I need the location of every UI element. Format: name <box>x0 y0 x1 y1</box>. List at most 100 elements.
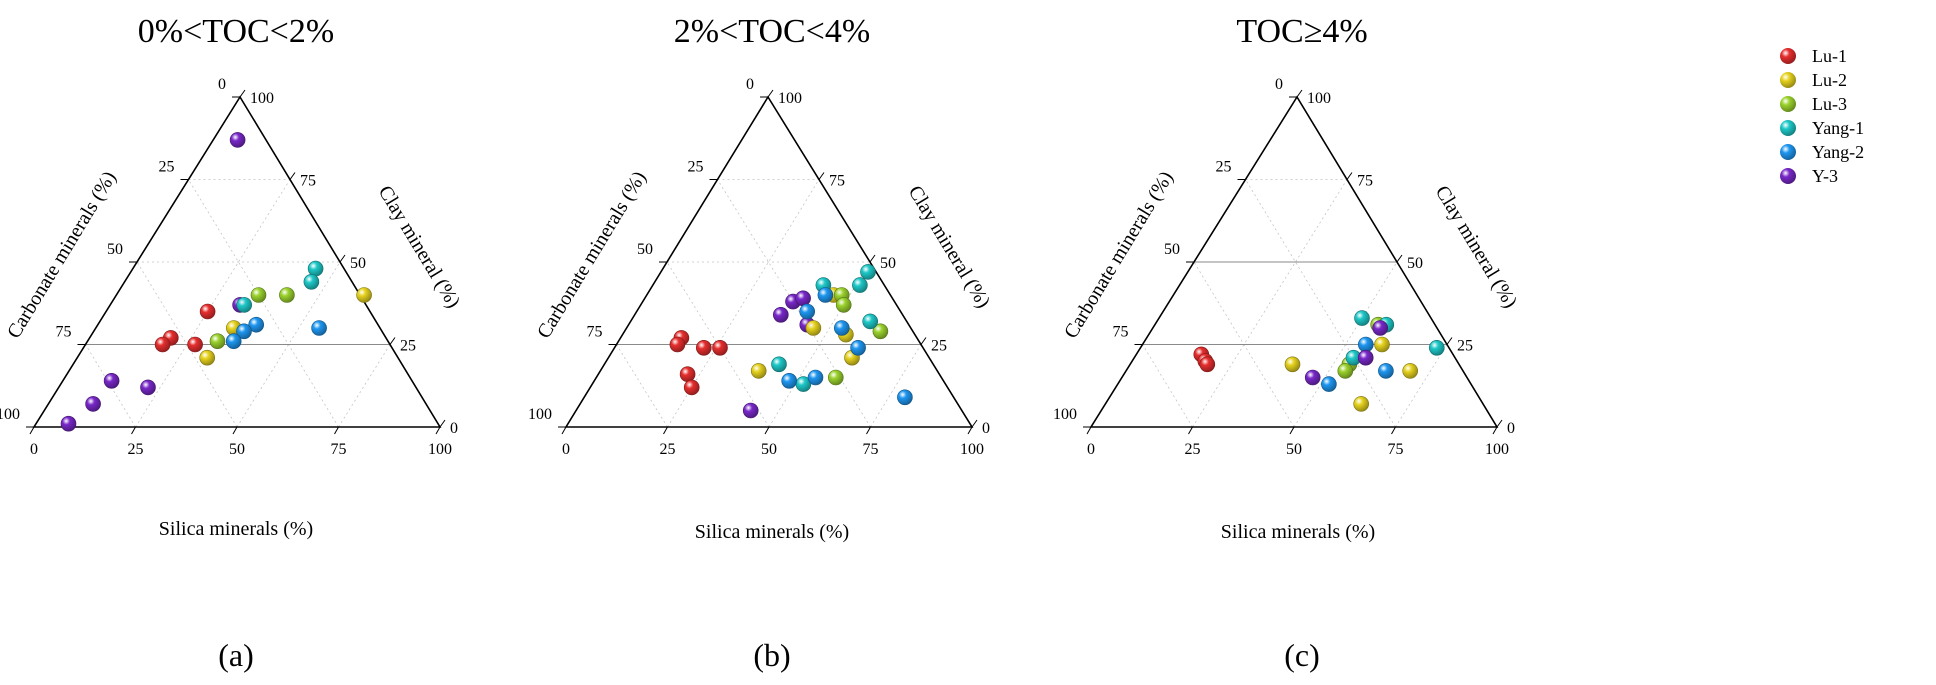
legend-item-lu-3: Lu-3 <box>1780 94 1847 114</box>
panel-a-clay-tick <box>289 172 296 180</box>
panel-a-clay-tick <box>239 89 246 98</box>
panel-b-carbonate-tick-label: 75 <box>587 324 603 341</box>
panel-a-clay-tick <box>389 337 396 345</box>
panel-b-silica-tick <box>764 426 770 435</box>
panel-c-clay-axis-label: Clay mineral (%) <box>1431 182 1522 312</box>
panel-b-point-yang-2 <box>833 320 850 336</box>
panel-c-clay-tick-label: 0 <box>1507 420 1515 437</box>
panel-a-point-yang-1 <box>236 297 252 313</box>
panel-b-point-yang-2 <box>807 369 824 386</box>
panel-a-silica-tick-label: 75 <box>331 441 347 458</box>
panel-a-silica-tick-label: 0 <box>30 441 38 458</box>
panel-a-silica-axis-label: Silica minerals (%) <box>159 518 313 540</box>
panel-a-clay-tick-label: 25 <box>400 338 416 355</box>
panel-c-silica-tick <box>1188 426 1193 435</box>
panel-c-silica-tick-label: 75 <box>1388 441 1404 458</box>
panel-b-clay-tick-label: 25 <box>931 338 947 355</box>
legend-marker-yang-2 <box>1780 144 1796 160</box>
panel-a-carbonate-tick-label: 100 <box>0 406 20 423</box>
panel-b-point-yang-1 <box>862 313 879 330</box>
panel-b-point-lu-2 <box>805 320 822 336</box>
panel-a-point-y-3 <box>140 379 156 396</box>
panel-a-silica-tick <box>435 426 441 435</box>
panel-c-point-yang-1 <box>1429 339 1445 356</box>
panel-c-point-lu-2 <box>1353 396 1369 412</box>
panel-c-clay-tick <box>1496 419 1503 428</box>
legend-item-lu-2: Lu-2 <box>1780 70 1847 90</box>
panel-b-gridline <box>667 179 820 428</box>
legend-label-yang-1: Yang-1 <box>1812 118 1864 138</box>
legend-label-y-3: Y-3 <box>1812 166 1838 186</box>
panel-b-gridline <box>870 344 922 428</box>
panel-c-point-y-3 <box>1372 320 1388 336</box>
panel-b-point-yang-2 <box>799 303 816 320</box>
panel-c-gridline <box>1245 179 1396 428</box>
panel-b-point-y-3 <box>772 306 789 323</box>
panel-c-silica-tick <box>1391 426 1396 435</box>
panel-b-title: 2%<TOC<4% <box>674 13 870 50</box>
panel-b-silica-tick <box>866 426 871 435</box>
panel-a-silica-tick <box>131 426 136 435</box>
panel-b-point-yang-2 <box>817 287 834 303</box>
panel-b-carbonate-tick-label: 0 <box>746 76 754 93</box>
panel-c-point-lu-2 <box>1374 336 1390 353</box>
panel-c-label: (c) <box>1284 637 1320 673</box>
panel-b-point-yang-2 <box>897 389 913 406</box>
panel-b-point-lu-1 <box>712 339 728 356</box>
legend-marker-yang-1 <box>1780 120 1796 136</box>
panel-b-point-lu-3 <box>827 369 844 386</box>
legend-marker-lu-3 <box>1780 96 1796 112</box>
panel-a-clay-axis-label: Clay mineral (%) <box>374 182 465 312</box>
panel-c-silica-tick <box>1492 426 1498 435</box>
panel-a-title: 0%<TOC<2% <box>138 13 334 50</box>
panel-a-point-lu-3 <box>279 287 295 303</box>
legend-label-yang-2: Yang-2 <box>1812 142 1864 162</box>
panel-b-point-yang-2 <box>850 339 866 356</box>
panel-a-point-lu-1 <box>187 336 203 353</box>
legend-label-lu-2: Lu-2 <box>1812 70 1847 90</box>
panel-a-clay-tick-label: 50 <box>350 255 366 272</box>
panel-a-point-lu-3 <box>250 287 267 303</box>
legend-marker-y-3 <box>1780 168 1796 184</box>
panel-a-clay-tick <box>439 419 446 428</box>
panel-a-clay-tick-label: 100 <box>250 90 274 107</box>
panel-b-point-lu-3 <box>835 297 852 313</box>
panel-c: TOC≥4% (c) Silica minerals (%) Carbonate… <box>1053 13 1522 673</box>
panel-c-clay-tick-label: 25 <box>1457 338 1473 355</box>
panel-c-point-lu-2 <box>1402 363 1418 379</box>
panel-a-point-lu-1 <box>154 336 171 353</box>
panel-a-silica-tick <box>232 426 238 435</box>
panel-b-point-y-3 <box>742 402 759 419</box>
panel-b-clay-tick <box>767 89 774 98</box>
panel-c-clay-tick <box>1346 172 1353 180</box>
panel-b-point-lu-2 <box>750 363 767 379</box>
panel-c-clay-tick <box>1446 337 1453 345</box>
panel-a-point-lu-2 <box>199 349 215 366</box>
panel-c-title: TOC≥4% <box>1236 13 1367 50</box>
panel-c-point-lu-1 <box>1199 356 1216 373</box>
panel-b-clay-tick <box>920 337 927 345</box>
panel-b-point-lu-1 <box>679 366 696 383</box>
panel-a-carbonate-tick-label: 0 <box>218 76 226 93</box>
panel-c-silica-tick-label: 0 <box>1087 441 1095 458</box>
panel-c-clay-tick <box>1296 89 1303 98</box>
panel-a-point-yang-1 <box>307 260 324 277</box>
panel-c-gridline <box>1395 344 1448 428</box>
panel-c-point-yang-2 <box>1378 363 1394 379</box>
panel-b-point-lu-3 <box>872 323 889 340</box>
panel-a-silica-tick-label: 100 <box>428 441 452 458</box>
panel-b-silica-axis-label: Silica minerals (%) <box>695 521 849 543</box>
panel-b-clay-tick-label: 100 <box>778 90 802 107</box>
panel-c-carbonate-tick-label: 75 <box>1113 324 1129 341</box>
panel-c-gridline <box>1142 344 1193 428</box>
panel-a-clay-tick-label: 75 <box>300 173 316 190</box>
panel-a-point-lu-1 <box>199 303 216 320</box>
panel-c-silica-tick-label: 50 <box>1286 441 1302 458</box>
panel-a-carbonate-tick-label: 75 <box>56 324 72 341</box>
panel-a-gridline <box>135 179 291 428</box>
panel-b-silica-tick-label: 0 <box>562 441 570 458</box>
panel-b-silica-tick-label: 100 <box>960 441 984 458</box>
panel-b-point-y-3 <box>795 290 811 307</box>
